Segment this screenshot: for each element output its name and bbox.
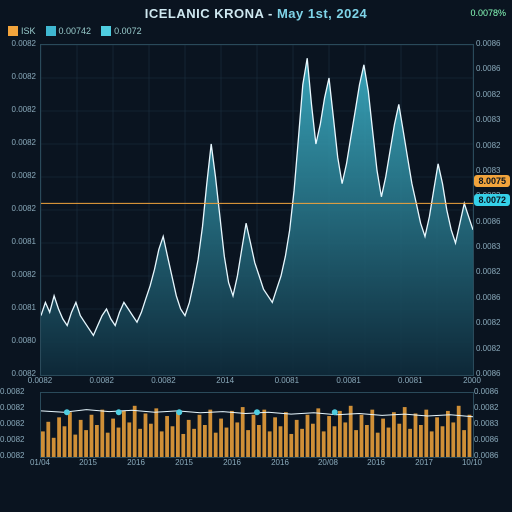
top-right-value: 0.0078% xyxy=(470,8,506,18)
axis-tick-label: 0.0081 xyxy=(0,237,36,246)
axis-tick-label: 0.0081 xyxy=(0,303,36,312)
axis-tick-label: 0.0086 xyxy=(474,435,498,444)
axis-tick-label: 0.0082 xyxy=(151,376,175,385)
axis-tick-label: 0.0086 xyxy=(476,39,500,48)
legend-item: 0.0072 xyxy=(101,26,142,36)
axis-tick-label: 0.0082 xyxy=(476,344,500,353)
axis-tick-label: 0.0083 xyxy=(476,166,500,175)
axis-tick-label: 0.0082 xyxy=(0,171,36,180)
axis-tick-label: 0.0082 xyxy=(0,403,24,412)
axis-tick-label: 2016 xyxy=(271,458,289,467)
axis-tick-label: 2017 xyxy=(415,458,433,467)
title-prefix: ICELANIC KRONA xyxy=(145,6,264,21)
axis-tick-label: 2015 xyxy=(175,458,193,467)
axis-tick-label: 0.0081 xyxy=(398,376,422,385)
legend-swatch xyxy=(8,26,18,36)
axis-tick-label: 0.0082 xyxy=(474,403,498,412)
price-chart-svg xyxy=(41,45,473,375)
legend-label: ISK xyxy=(21,26,36,36)
axis-tick-label: 2016 xyxy=(223,458,241,467)
axis-tick-label: 0.0082 xyxy=(0,451,24,460)
price-badge: 8.0072 xyxy=(474,194,510,206)
axis-tick-label: 0.0086 xyxy=(476,293,500,302)
legend-label: 0.0072 xyxy=(114,26,142,36)
axis-tick-label: 0.0082 xyxy=(476,90,500,99)
axis-tick-label: 0.0082 xyxy=(28,376,52,385)
axis-tick-label: 0.0082 xyxy=(0,72,36,81)
axis-tick-label: 0.0086 xyxy=(476,64,500,73)
axis-tick-label: 0.0082 xyxy=(0,39,36,48)
axis-tick-label: 0.0082 xyxy=(89,376,113,385)
x-axis-main: 0.00820.00820.008220140.00810.00810.0081… xyxy=(40,376,472,390)
y-axis-left: 0.0082 0.0082 0.0082 0.0082 0.0082 0.0082 0.00… xyxy=(0,44,38,374)
axis-tick-label: 0.0086 xyxy=(474,387,498,396)
axis-tick-label: 0.0083 xyxy=(476,115,500,124)
y-axis-right: 0.0086 0.0086 0.0082 0.0083 0.0082 0.0083 0.00… xyxy=(474,44,512,374)
axis-tick-label: 0.0082 xyxy=(476,141,500,150)
axis-tick-label: 0.0082 xyxy=(0,270,36,279)
volume-chart[interactable] xyxy=(40,392,474,458)
axis-tick-label: 2016 xyxy=(367,458,385,467)
title-date: May 1st, 2024 xyxy=(277,6,367,21)
mini-y-axis-right: 0.00860.00820.00830.00860.0086 xyxy=(474,392,512,456)
axis-tick-label: 0.0082 xyxy=(0,138,36,147)
x-axis-mini: 01/042015201620152016201620/082016201710… xyxy=(40,458,472,472)
axis-tick-label: 0.0083 xyxy=(474,419,498,428)
axis-tick-label: 0.0082 xyxy=(0,105,36,114)
axis-tick-label: 0.0082 xyxy=(476,267,500,276)
volume-chart-svg xyxy=(41,393,473,457)
price-badge: 8.0075 xyxy=(474,175,510,187)
axis-tick-label: 2015 xyxy=(79,458,97,467)
axis-tick-label: 0.0081 xyxy=(275,376,299,385)
axis-tick-label: 2016 xyxy=(127,458,145,467)
axis-tick-label: 0.0080 xyxy=(0,336,36,345)
legend-swatch xyxy=(101,26,111,36)
axis-tick-label: 0.0081 xyxy=(336,376,360,385)
legend: ISK 0.00742 0.0072 xyxy=(8,26,142,36)
axis-tick-label: 0.0082 xyxy=(0,387,24,396)
legend-item: ISK xyxy=(8,26,36,36)
axis-tick-label: 10/10 xyxy=(462,458,482,467)
axis-tick-label: 0.0083 xyxy=(476,242,500,251)
axis-tick-label: 0.0086 xyxy=(476,217,500,226)
axis-tick-label: 2014 xyxy=(216,376,234,385)
legend-swatch xyxy=(46,26,56,36)
axis-tick-label: 0.0082 xyxy=(0,204,36,213)
legend-item: 0.00742 xyxy=(46,26,92,36)
mini-y-axis-left: 0.00820.00820.00820.00820.0082 xyxy=(0,392,38,456)
title-sep: - xyxy=(264,6,277,21)
price-chart[interactable] xyxy=(40,44,474,376)
axis-tick-label: 0.0082 xyxy=(0,419,24,428)
chart-title: ICELANIC KRONA - May 1st, 2024 xyxy=(145,6,368,21)
legend-label: 0.00742 xyxy=(59,26,92,36)
axis-tick-label: 2000 xyxy=(463,376,481,385)
chart-root: ICELANIC KRONA - May 1st, 2024 0.0078% I… xyxy=(0,0,512,512)
axis-tick-label: 01/04 xyxy=(30,458,50,467)
axis-tick-label: 20/08 xyxy=(318,458,338,467)
axis-tick-label: 0.0082 xyxy=(476,318,500,327)
axis-tick-label: 0.0082 xyxy=(0,435,24,444)
